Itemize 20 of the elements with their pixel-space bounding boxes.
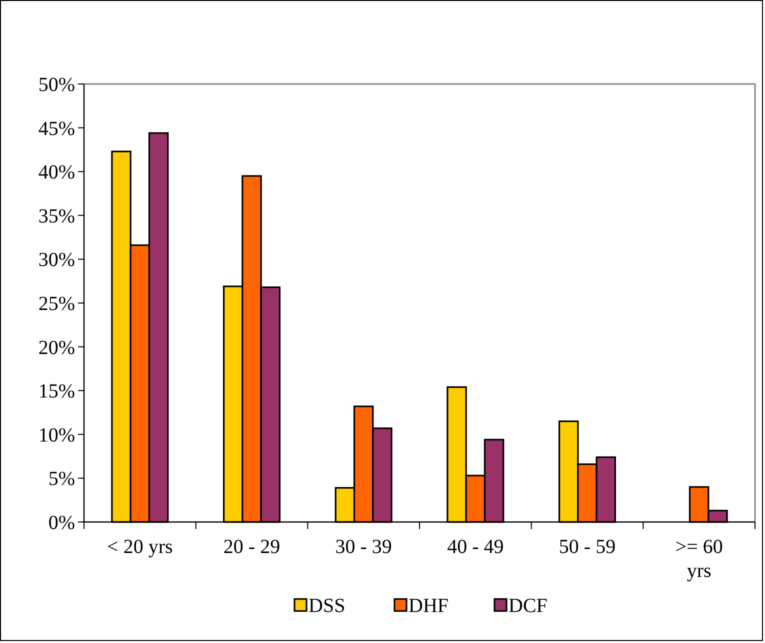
x-tick-label: < 20 yrs [107,536,173,558]
legend-label: DSS [308,595,346,617]
y-tick-label: 10% [38,424,75,446]
y-tick-label: 0% [48,512,75,534]
y-tick-label: 50% [38,74,75,96]
legend-label: DCF [508,595,548,617]
y-tick-label: 5% [48,468,75,490]
y-tick-label: 25% [38,293,75,315]
y-tick-label: 30% [38,249,75,272]
y-tick-label: 35% [38,205,75,228]
x-tick-label: 30 - 39 [335,536,392,558]
x-tick-label: >= 60 yrs [675,536,723,582]
legend-label: DHF [408,595,449,617]
y-tick-label: 45% [38,118,75,140]
y-tick-label: 15% [38,380,75,403]
y-tick-label: 40% [38,162,75,184]
x-tick-label: 40 - 49 [447,536,504,558]
x-tick-label: 20 - 29 [223,536,280,558]
y-tick-label: 20% [38,336,75,359]
x-tick-label: 50 - 59 [558,536,616,558]
